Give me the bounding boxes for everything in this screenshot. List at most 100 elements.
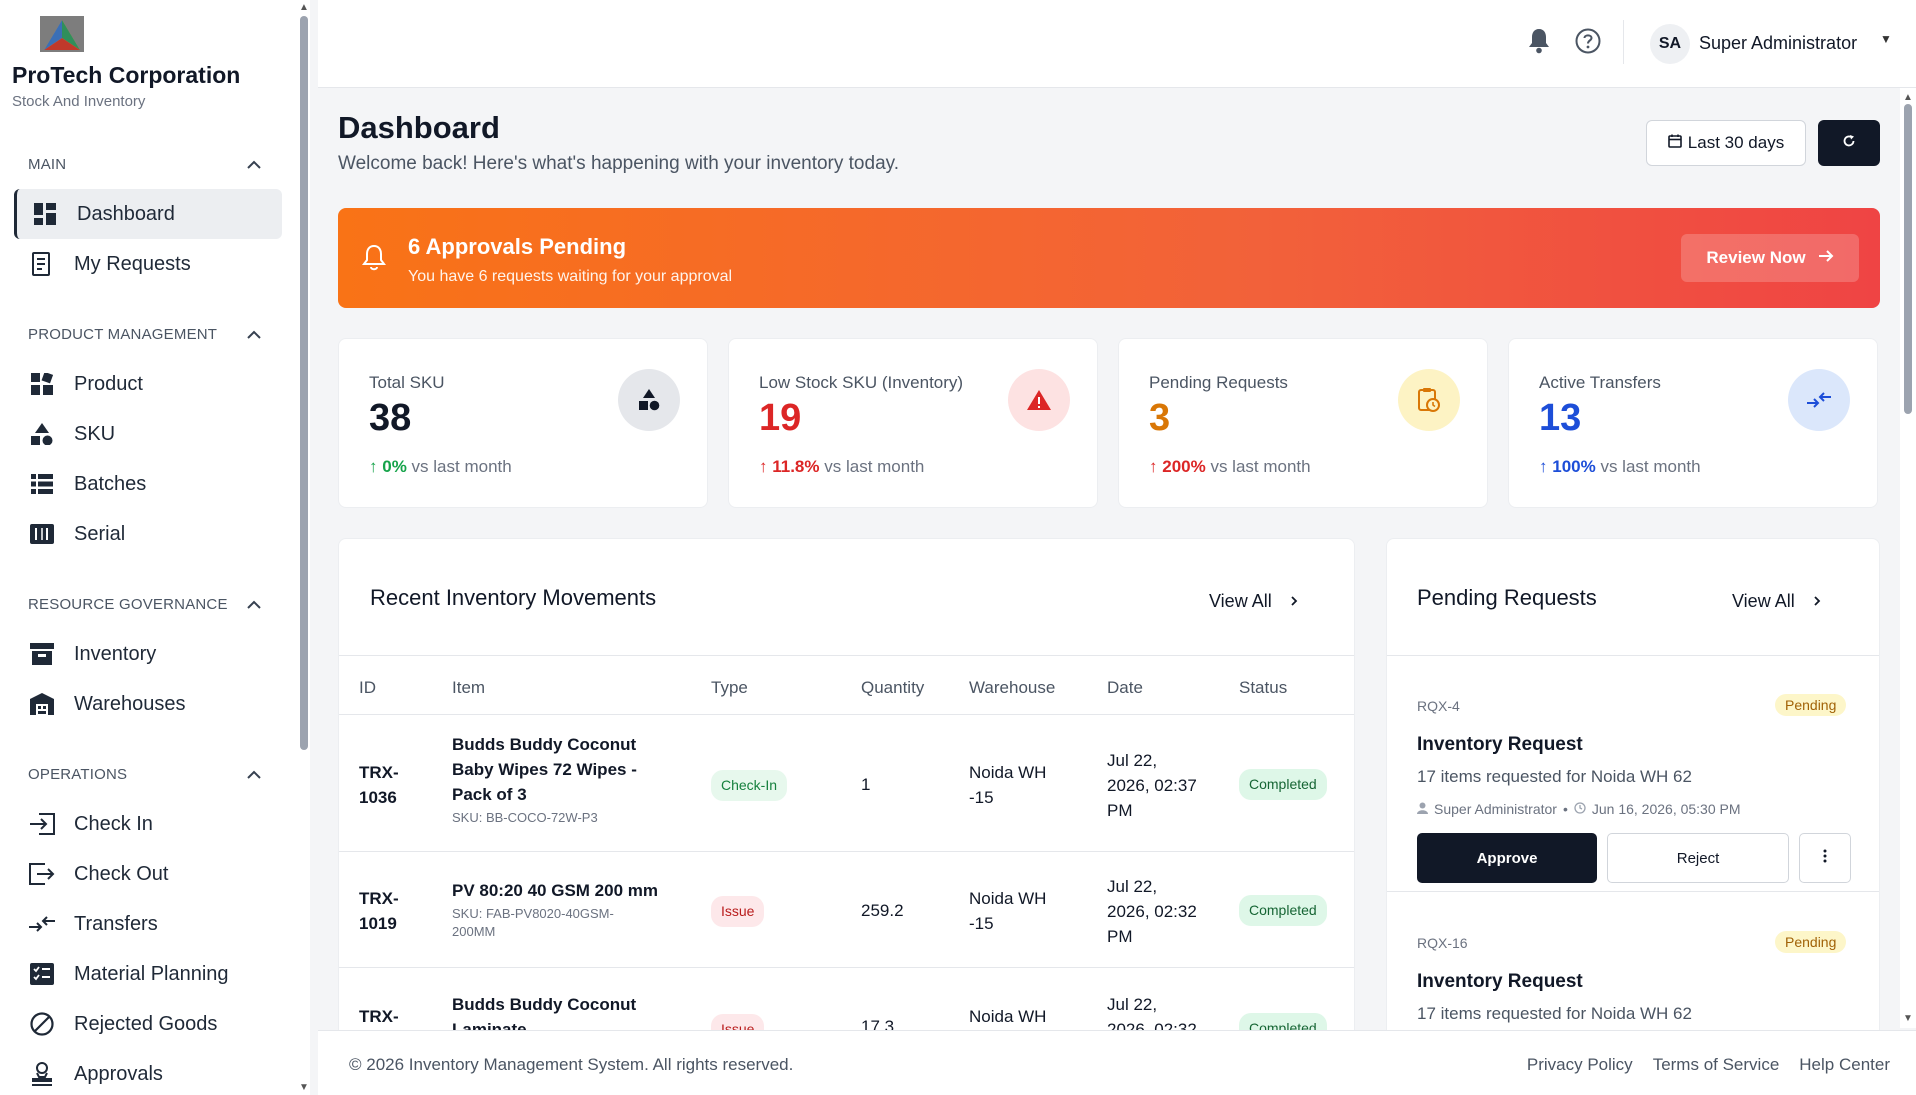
type-badge: Check-In bbox=[711, 770, 788, 801]
separator-dot: • bbox=[1562, 801, 1568, 817]
trend-text: vs last month bbox=[411, 457, 512, 476]
scrollbar-thumb[interactable] bbox=[1904, 104, 1912, 414]
stat-card-pending-requests: Pending Requests 3 ↑ 200% vs last month bbox=[1118, 338, 1488, 508]
section-header-main[interactable]: MAIN bbox=[28, 156, 262, 173]
sidebar-item-serial[interactable]: Serial bbox=[14, 509, 282, 559]
sidebar-item-inventory[interactable]: Inventory bbox=[14, 629, 282, 679]
sidebar-item-check-out[interactable]: Check Out bbox=[14, 849, 282, 899]
view-all-label: View All bbox=[1209, 591, 1272, 611]
sidebar-scrollbar[interactable]: ▲ ▼ bbox=[298, 0, 310, 1095]
request-card: RQX-4 Pending Inventory Request 17 items… bbox=[1387, 656, 1879, 892]
sidebar: ProTech Corporation Stock And Inventory … bbox=[0, 0, 310, 1095]
column-header: Item bbox=[452, 678, 486, 697]
view-all-movements-link[interactable]: View All bbox=[1209, 591, 1298, 612]
movement-quantity: 259.2 bbox=[861, 901, 904, 920]
view-all-requests-link[interactable]: View All bbox=[1732, 591, 1821, 612]
help-center-link[interactable]: Help Center bbox=[1799, 1055, 1890, 1074]
column-header: ID bbox=[359, 678, 376, 697]
date-range-button[interactable]: Last 30 days bbox=[1646, 120, 1806, 166]
user-icon bbox=[1417, 801, 1428, 817]
movement-quantity: 1 bbox=[861, 775, 871, 794]
movement-type: Check-In bbox=[711, 770, 788, 801]
table-row[interactable]: TRX- 1036 Budds Buddy Coconut Baby Wipes… bbox=[339, 716, 1354, 852]
movement-warehouse: Noida WH -15 bbox=[969, 763, 1047, 807]
movement-date: Jul 22, 2026, 02:32 PM bbox=[1107, 877, 1197, 946]
trend-text: vs last month bbox=[1210, 457, 1311, 476]
avatar[interactable]: SA bbox=[1650, 24, 1690, 64]
sidebar-item-rejected-goods[interactable]: Rejected Goods bbox=[14, 999, 282, 1049]
movement-id: TRX- bbox=[359, 1007, 399, 1026]
review-now-button[interactable]: Review Now bbox=[1681, 234, 1859, 282]
movement-date: Jul 22, 2026, 02:37 PM bbox=[1107, 751, 1197, 820]
sidebar-item-label: Dashboard bbox=[77, 202, 175, 225]
trend-value: 11.8% bbox=[772, 457, 820, 476]
column-header: Status bbox=[1239, 678, 1288, 697]
section-header-resource-governance[interactable]: RESOURCE GOVERNANCE bbox=[28, 596, 262, 613]
approve-button[interactable]: Approve bbox=[1417, 833, 1597, 883]
help-icon[interactable] bbox=[1573, 26, 1603, 56]
divider bbox=[1387, 655, 1879, 656]
privacy-policy-link[interactable]: Privacy Policy bbox=[1526, 1055, 1633, 1074]
section-title: PRODUCT MANAGEMENT bbox=[28, 326, 218, 343]
sidebar-item-check-in[interactable]: Check In bbox=[14, 799, 282, 849]
table-row[interactable]: TRX- 1019 PV 80:20 40 GSM 200 mm SKU: FA… bbox=[339, 852, 1354, 968]
brand: ProTech Corporation Stock And Inventory bbox=[12, 16, 240, 110]
approvals-banner: 6 Approvals Pending You have 6 requests … bbox=[338, 208, 1880, 308]
sidebar-item-sku[interactable]: SKU bbox=[14, 409, 282, 459]
table-row[interactable]: TRX- Budds Buddy Coconut Laminate Issue … bbox=[339, 968, 1354, 1037]
chevron-up-icon bbox=[246, 157, 262, 173]
notification-bell-icon[interactable] bbox=[1524, 26, 1554, 56]
status-badge: Completed bbox=[1239, 895, 1327, 926]
scroll-down-arrow-icon[interactable]: ▼ bbox=[1903, 1013, 1913, 1024]
shapes-icon bbox=[28, 420, 56, 448]
stat-label: Active Transfers bbox=[1539, 373, 1661, 392]
movement-status: Completed bbox=[1239, 769, 1327, 800]
scrollbar-thumb[interactable] bbox=[300, 16, 308, 750]
refresh-icon bbox=[1842, 134, 1856, 153]
sidebar-item-label: Product bbox=[74, 372, 143, 395]
transfer-icon bbox=[28, 910, 56, 938]
sidebar-item-label: Transfers bbox=[74, 912, 158, 935]
scroll-up-arrow-icon[interactable]: ▲ bbox=[299, 2, 309, 13]
caret-down-icon[interactable]: ▼ bbox=[1880, 32, 1892, 46]
top-bar: SA Super Administrator ▼ bbox=[318, 0, 1916, 88]
sidebar-item-label: Inventory bbox=[74, 642, 157, 665]
sidebar-item-approvals[interactable]: Approvals bbox=[14, 1049, 282, 1095]
warehouse-icon bbox=[28, 690, 56, 718]
user-name[interactable]: Super Administrator bbox=[1699, 33, 1858, 53]
stat-value: 38 bbox=[369, 397, 412, 439]
sidebar-item-label: Batches bbox=[74, 472, 147, 495]
sidebar-item-dashboard[interactable]: Dashboard bbox=[14, 189, 282, 239]
sidebar-item-material-planning[interactable]: Material Planning bbox=[14, 949, 282, 999]
main-scrollbar[interactable]: ▲ ▼ bbox=[1900, 88, 1916, 1028]
sidebar-item-product[interactable]: Product bbox=[14, 359, 282, 409]
stat-label: Low Stock SKU (Inventory) bbox=[759, 373, 964, 392]
sidebar-item-batches[interactable]: Batches bbox=[14, 459, 282, 509]
sidebar-item-my-requests[interactable]: My Requests bbox=[14, 239, 282, 289]
pending-requests-panel: Pending Requests View All RQX-4 Pending … bbox=[1386, 538, 1880, 1038]
reject-button[interactable]: Reject bbox=[1607, 833, 1789, 883]
scroll-up-arrow-icon[interactable]: ▲ bbox=[1903, 92, 1913, 103]
sidebar-item-warehouses[interactable]: Warehouses bbox=[14, 679, 282, 729]
scroll-down-arrow-icon[interactable]: ▼ bbox=[299, 1082, 309, 1093]
sidebar-item-label: My Requests bbox=[74, 252, 191, 275]
terms-of-service-link[interactable]: Terms of Service bbox=[1652, 1055, 1780, 1074]
serial-icon bbox=[28, 520, 56, 548]
table-header: ID Item Type Quantity Warehouse Date Sta… bbox=[339, 655, 1354, 715]
column-header: Type bbox=[711, 678, 748, 697]
stat-card-active-transfers: Active Transfers 13 ↑ 100% vs last month bbox=[1508, 338, 1878, 508]
section-title: MAIN bbox=[28, 156, 67, 173]
section-header-operations[interactable]: OPERATIONS bbox=[28, 766, 262, 783]
item-sku: SKU: BB-COCO-72W-P3 bbox=[452, 810, 598, 825]
more-options-button[interactable] bbox=[1799, 833, 1851, 883]
warning-icon bbox=[1008, 369, 1070, 431]
section-header-product-management[interactable]: PRODUCT MANAGEMENT bbox=[28, 326, 262, 343]
stat-value: 3 bbox=[1149, 397, 1171, 439]
refresh-button[interactable] bbox=[1818, 120, 1880, 166]
product-icon bbox=[28, 370, 56, 398]
sidebar-item-label: Rejected Goods bbox=[74, 1012, 218, 1035]
footer: © 2026 Inventory Management System. All … bbox=[318, 1030, 1916, 1095]
sidebar-item-transfers[interactable]: Transfers bbox=[14, 899, 282, 949]
stat-trend: ↑ 200% vs last month bbox=[1149, 457, 1311, 477]
request-id: RQX-4 bbox=[1417, 698, 1460, 714]
